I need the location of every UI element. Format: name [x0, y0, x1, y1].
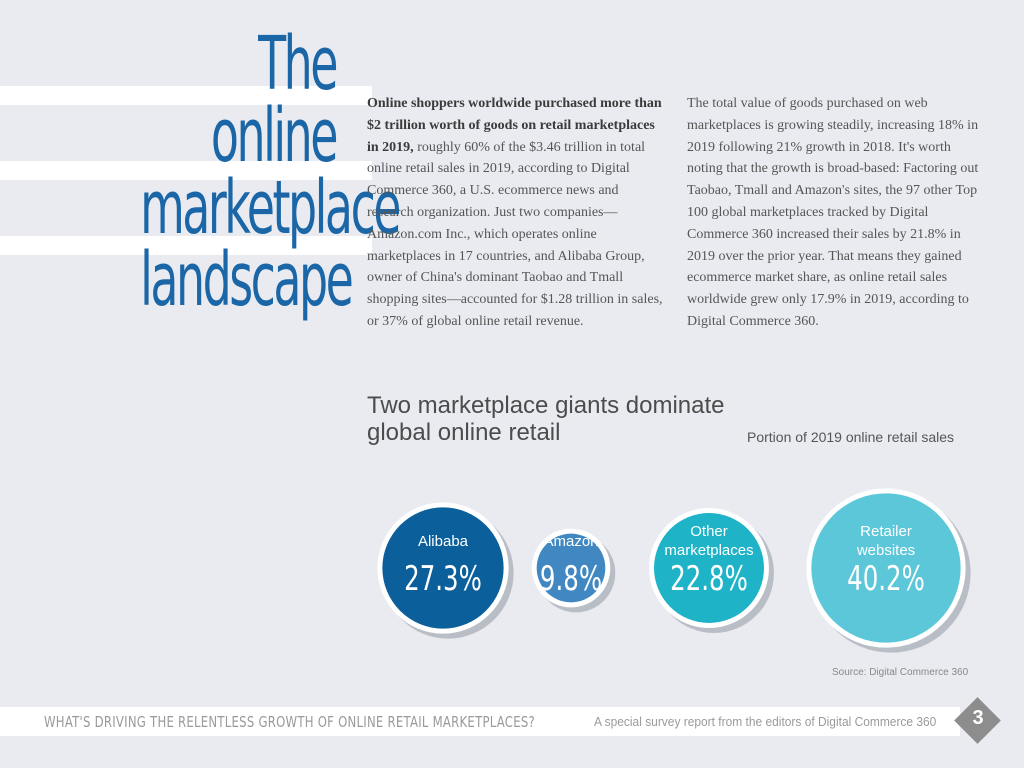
bubble-circle — [811, 493, 961, 643]
bubble-circle — [654, 513, 764, 623]
bubble-alibaba: Alibaba 27.3% — [377, 502, 514, 639]
bubble-label: Other — [690, 523, 728, 540]
decor-stripe — [0, 86, 372, 105]
bubble-label: Amazon — [543, 533, 598, 550]
chart-title: Two marketplace giants dominate global o… — [367, 392, 725, 446]
bubble-label: marketplaces — [664, 542, 753, 559]
bubble-circle — [536, 533, 606, 603]
bubble-circle — [382, 507, 504, 629]
bubble-label: websites — [856, 542, 915, 559]
bubble-value: 27.3% — [404, 559, 482, 598]
footer-band — [0, 707, 960, 736]
chart-source: Source: Digital Commerce 360 — [832, 667, 969, 678]
page-number: 3 — [972, 707, 984, 729]
bubble-label: Retailer — [860, 523, 912, 540]
decor-stripe — [0, 161, 372, 180]
intro-column-1: Online shoppers worldwide purchased more… — [367, 93, 667, 333]
bubble-value: 40.2% — [847, 559, 925, 598]
footer-credit: A special survey report from the editors… — [594, 714, 937, 729]
chart-subtitle: Portion of 2019 online retail sales — [747, 429, 955, 445]
bubble-label: Alibaba — [418, 533, 469, 550]
page-number-badge: 3 — [954, 697, 1001, 744]
intro-body: roughly 60% of the $3.46 trillion in tot… — [367, 139, 663, 329]
page-title-line: The online — [210, 21, 339, 179]
footer-report-title: WHAT'S DRIVING THE RELENTLESS GROWTH OF … — [44, 713, 535, 731]
bubble-value: 9.8% — [540, 559, 602, 598]
intro-column-2: The total value of goods purchased on we… — [687, 96, 979, 329]
bubble-value: 22.8% — [670, 559, 748, 598]
decor-stripe — [0, 236, 372, 255]
page-title-line: landscape — [140, 237, 354, 323]
intro-lead: Online shoppers worldwide purchased more… — [367, 96, 662, 155]
bubble-amazon: Amazon 9.8% — [531, 528, 616, 613]
